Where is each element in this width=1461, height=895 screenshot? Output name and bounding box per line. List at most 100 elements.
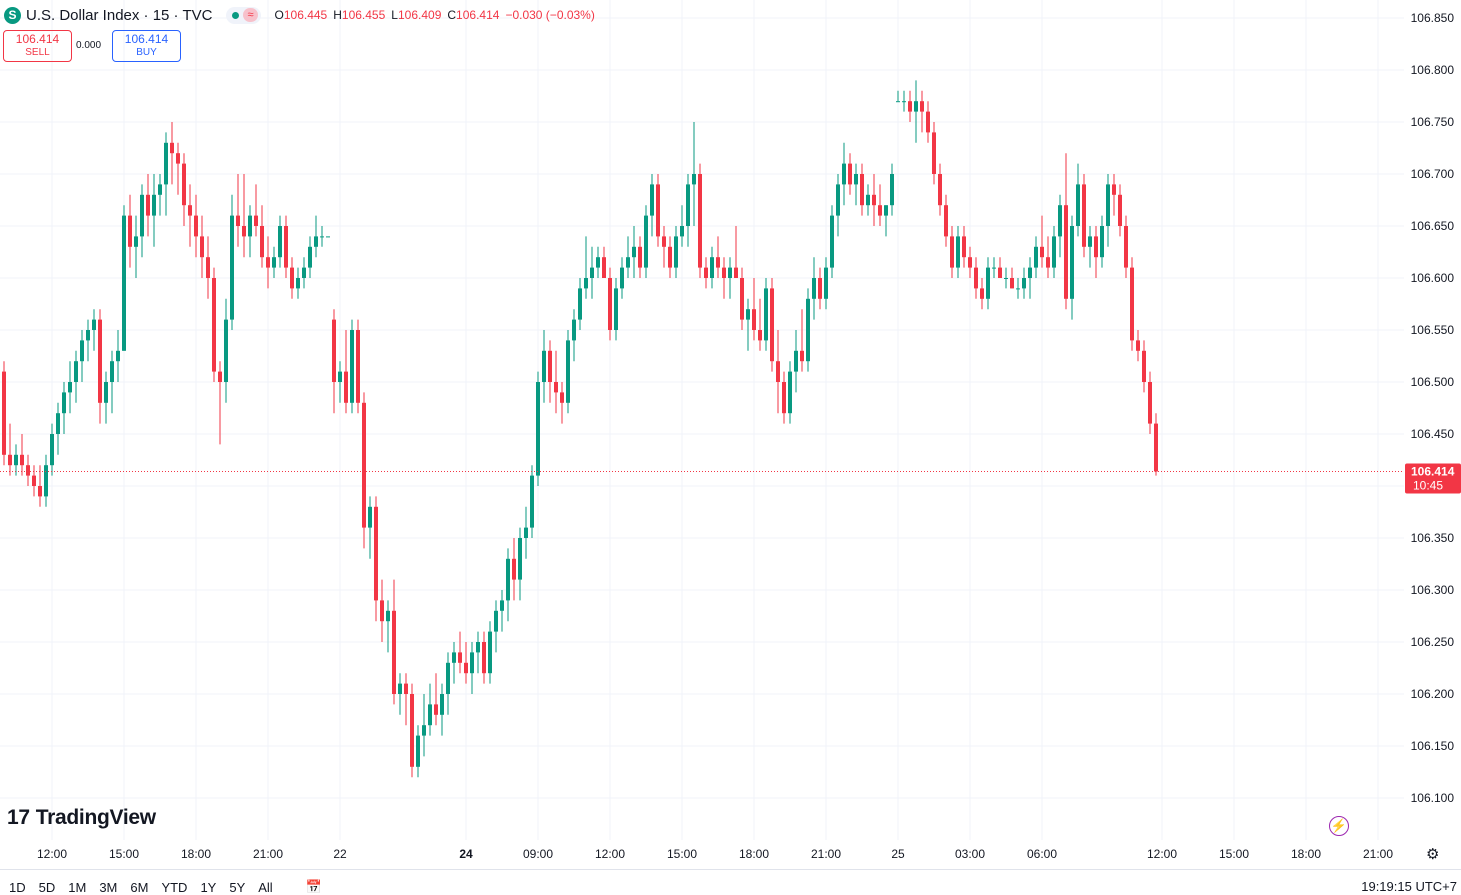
candle-down: [1094, 236, 1098, 258]
range-button-all[interactable]: All: [258, 879, 273, 895]
range-button-5d[interactable]: 5D: [38, 879, 56, 895]
candle-up: [578, 288, 582, 320]
ohlc-values: O106.445 H106.455 L106.409 C106.414 −0.030 (…: [275, 8, 595, 22]
y-tick-label: 106.700: [1411, 167, 1455, 181]
calendar-icon[interactable]: 📅: [305, 879, 322, 894]
x-tick-label: 18:00: [181, 847, 211, 861]
candle-down: [176, 153, 180, 164]
candle-up: [644, 215, 648, 268]
y-tick-label: 106.600: [1411, 271, 1455, 285]
candle-down: [962, 236, 966, 258]
tradingview-logo[interactable]: 17 TradingView: [7, 806, 156, 830]
candle-up: [428, 704, 432, 726]
candle-up: [902, 101, 906, 103]
buy-button[interactable]: 106.414 BUY: [112, 30, 181, 62]
range-button-6m[interactable]: 6M: [130, 879, 149, 895]
symbol-logo-icon[interactable]: S: [4, 6, 21, 24]
range-button-1y[interactable]: 1Y: [200, 879, 217, 895]
candle-down: [260, 226, 264, 258]
candle-down: [410, 694, 414, 767]
candle-down: [908, 101, 912, 112]
y-tick-label: 106.350: [1411, 531, 1455, 545]
candle-up: [836, 184, 840, 216]
x-tick-label: 21:00: [811, 847, 841, 861]
range-button-3m[interactable]: 3M: [99, 879, 118, 895]
candle-up: [1088, 236, 1092, 247]
candle-up: [452, 652, 456, 663]
candle-up: [842, 163, 846, 185]
x-tick-label: 06:00: [1027, 847, 1057, 861]
x-tick-label: 18:00: [739, 847, 769, 861]
market-status[interactable]: ≈: [226, 6, 261, 24]
candle-down: [968, 257, 972, 268]
candle-up: [368, 506, 372, 528]
candle-up: [746, 309, 750, 320]
x-tick-label: 09:00: [523, 847, 553, 861]
candle-down: [182, 163, 186, 206]
candle-up: [686, 184, 690, 226]
candle-up: [68, 382, 72, 393]
y-tick-label: 106.300: [1411, 583, 1455, 597]
candle-up: [1106, 184, 1110, 226]
range-button-5y[interactable]: 5Y: [229, 879, 246, 895]
x-tick-label: 21:00: [1363, 847, 1393, 861]
candle-down: [950, 236, 954, 268]
candle-down: [362, 402, 366, 528]
range-button-1d[interactable]: 1D: [9, 879, 26, 895]
candle-down: [740, 278, 744, 320]
candle-down: [1136, 340, 1140, 351]
sell-label: SELL: [25, 47, 50, 58]
candle-down: [344, 371, 348, 403]
candle-down: [32, 475, 36, 486]
candle-down: [662, 236, 666, 247]
candle-up: [338, 371, 342, 382]
candle-up: [896, 101, 900, 103]
candle-down: [818, 278, 822, 299]
symbol-title[interactable]: U.S. Dollar Index · 15 · TVC: [26, 6, 213, 24]
candle-up: [350, 330, 354, 403]
ohlc-item: H106.455: [333, 8, 385, 22]
candle-up: [158, 184, 162, 195]
candle-up: [1016, 288, 1020, 290]
lightning-icon[interactable]: ⚡: [1329, 816, 1349, 836]
candle-down: [434, 704, 438, 715]
gear-icon[interactable]: ⚙: [1426, 846, 1440, 863]
range-button-ytd[interactable]: YTD: [161, 879, 188, 895]
candle-up: [584, 278, 588, 289]
candle-up: [824, 267, 828, 299]
candle-up: [224, 319, 228, 382]
candle-up: [56, 413, 60, 434]
candle-up: [992, 267, 996, 269]
candle-up: [1004, 278, 1008, 279]
candle-down: [998, 267, 1002, 278]
wave-icon: ≈: [243, 8, 258, 22]
candle-down: [374, 506, 378, 601]
candle-up: [272, 257, 276, 268]
candle-up: [956, 236, 960, 268]
candle-down: [932, 132, 936, 174]
candle-down: [284, 226, 288, 268]
sell-price: 106.414: [15, 32, 60, 46]
sell-button[interactable]: 106.414 SELL: [3, 30, 72, 62]
market-status-dot-icon: [232, 11, 240, 19]
clock[interactable]: 19:19:15 UTC+7: [1361, 879, 1457, 894]
candle-up: [92, 319, 96, 330]
ohlc-value: 106.409: [397, 8, 442, 22]
candle-up: [1076, 184, 1080, 226]
range-button-1m[interactable]: 1M: [68, 879, 87, 895]
candle-down: [656, 184, 660, 237]
candle-down: [20, 454, 24, 466]
candle-down: [266, 257, 270, 268]
candle-down: [1118, 194, 1122, 226]
candle-up: [506, 558, 510, 601]
time-axis: 12:00 15:00 18:00 21:00 22 24 09:00 12:00 15:00 1…: [37, 847, 1393, 861]
x-tick-label: 15:00: [109, 847, 139, 861]
candle-up: [692, 174, 696, 185]
candle-up: [1034, 246, 1038, 268]
candle-up: [440, 694, 444, 715]
candle-down: [980, 288, 984, 299]
candle-up: [524, 527, 528, 538]
candle-series: [2, 80, 1158, 778]
x-tick-label: 18:00: [1291, 847, 1321, 861]
